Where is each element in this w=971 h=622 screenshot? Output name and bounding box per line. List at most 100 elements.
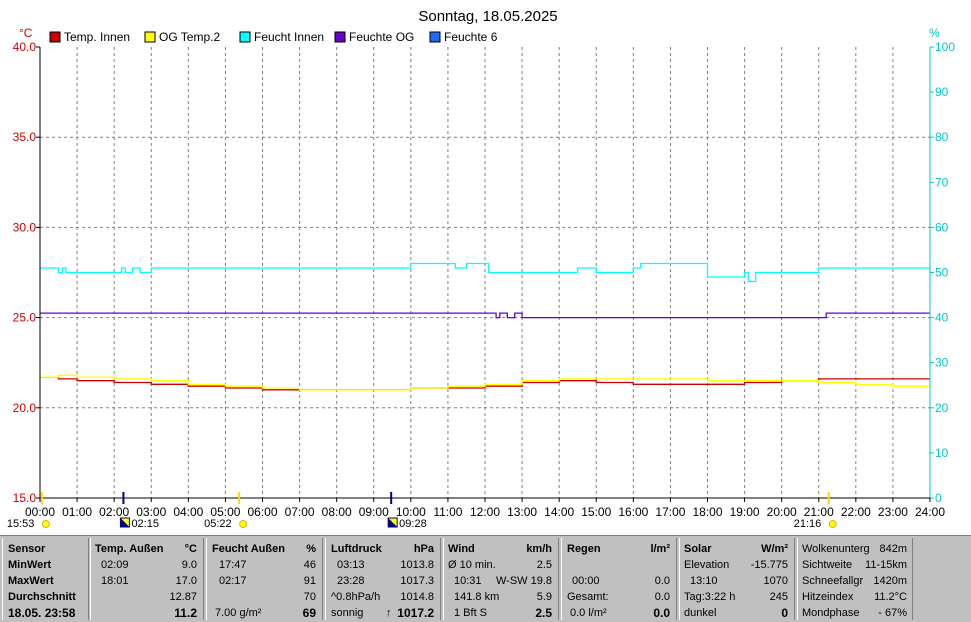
humidity-min-time: 17:47 xyxy=(219,559,247,571)
pressure-trend-value: 1014.8 xyxy=(400,591,434,603)
solar-max-value: 1070 xyxy=(763,575,788,587)
temp-max-time: 18:01 xyxy=(101,575,129,587)
x-tick-label: 07:00 xyxy=(285,505,315,519)
cloud-base-value: 842m xyxy=(879,543,907,555)
legend-swatch xyxy=(334,31,346,43)
x-tick-label: 04:00 xyxy=(173,505,203,519)
solar-day-value: 245 xyxy=(769,591,788,603)
y-tick-label: 35.0 xyxy=(13,130,37,144)
pressure-unit: hPa xyxy=(413,543,434,555)
event-time-label: 02:15 xyxy=(131,518,159,530)
snow-line-value: 1420m xyxy=(873,575,907,587)
min-label: MinWert xyxy=(8,559,52,571)
wind-max-direction: W-SW xyxy=(496,575,528,587)
x-tick-label: 18:00 xyxy=(692,505,722,519)
heat-index-label: Hitzeindex xyxy=(802,591,854,603)
event-time-label: 09:28 xyxy=(399,518,427,530)
wind-beaufort: 1 Bft S xyxy=(454,607,488,619)
event-time-label: 15:53 xyxy=(7,518,35,530)
humidity-min-value: 46 xyxy=(303,559,316,571)
solar-unit: W/m² xyxy=(761,543,788,555)
x-tick-label: 09:00 xyxy=(359,505,389,519)
solar-day-label: Tag:3:22 h xyxy=(684,591,736,603)
solar-header: Solar xyxy=(684,543,712,555)
wind-distance: 141.8 km xyxy=(454,591,500,603)
legend-swatch xyxy=(429,31,441,43)
pressure-header: Luftdruck xyxy=(331,543,382,555)
x-tick-label: 21:00 xyxy=(804,505,834,519)
temp-current: 11.2 xyxy=(174,606,197,620)
legend-label: Feuchte OG xyxy=(349,30,414,44)
temp-max-value: 17.0 xyxy=(175,575,197,587)
wind-unit: km/h xyxy=(526,543,552,555)
sun-icon xyxy=(41,520,50,528)
temp-unit: °C xyxy=(184,543,197,555)
y2-tick-label: 70 xyxy=(935,175,949,189)
rain-current: 0.0 xyxy=(653,606,670,620)
left-ticks: 40.0 35.0 30.0 25.0 20.0 15.0 xyxy=(13,40,40,505)
x-tick-label: 15:00 xyxy=(581,505,611,519)
stats-solar-panel: Solar W/m² Elevation -15.775 13:10 1070 Tag… xyxy=(679,538,795,620)
moon-icon-shade xyxy=(120,518,130,527)
legend-label: OG Temp.2 xyxy=(159,30,220,44)
series-line xyxy=(40,374,931,391)
temp-avg: 12.87 xyxy=(169,591,197,603)
absolute-humidity: 7.00 g/m² xyxy=(215,607,262,619)
wind-max-time: 10:31 xyxy=(454,575,482,587)
temp-min-value: 9.0 xyxy=(181,559,197,571)
stats-temp-panel: Temp. Außen °C 02:09 9.0 18:01 17.0 12.87 1… xyxy=(90,538,204,620)
y2-tick-label: 10 xyxy=(935,446,949,460)
x-tick-label: 01:00 xyxy=(62,505,92,519)
cloud-base-label: Wolkenunterg xyxy=(802,543,870,555)
rain-total-value: 0.0 xyxy=(654,591,670,603)
visibility-value: 11-15km xyxy=(865,559,907,571)
legend-swatch xyxy=(239,31,251,43)
x-ticks: 00:00 01:00 02:00 03:00 04:00 05:00 06:00 07:00… xyxy=(25,498,945,519)
stats-sensor-panel: Sensor MinWert MaxWert Durchschnitt 18.0… xyxy=(2,538,89,620)
y2-tick-label: 90 xyxy=(935,85,949,99)
y2-tick-label: 0 xyxy=(935,491,942,505)
x-tick-label: 02:00 xyxy=(99,505,129,519)
humidity-unit: % xyxy=(306,543,316,555)
x-tick-label: 20:00 xyxy=(767,505,797,519)
event-time-label: 05:22 xyxy=(204,518,232,530)
right-axis-unit: % xyxy=(929,26,940,40)
y2-tick-label: 30 xyxy=(935,356,949,370)
humidity-max-value: 91 xyxy=(303,575,316,587)
pressure-arrow-icon: ↑ xyxy=(386,607,392,619)
y2-tick-label: 60 xyxy=(935,220,949,234)
y2-tick-label: 80 xyxy=(935,130,949,144)
pressure-min-value: 1013.8 xyxy=(400,559,434,571)
solar-elevation-value: -15.775 xyxy=(750,559,788,571)
legend: Temp. Innen OG Temp.2 Feucht Innen Feuchte … xyxy=(49,30,498,44)
current-datetime: 18.05. 23:58 xyxy=(8,606,76,620)
temp-min-time: 02:09 xyxy=(101,559,129,571)
x-tick-label: 17:00 xyxy=(655,505,685,519)
y-tick-label: 20.0 xyxy=(13,401,37,415)
x-tick-label: 24:00 xyxy=(915,505,945,519)
left-axis-unit: °C xyxy=(19,26,33,40)
humidity-current: 69 xyxy=(302,606,316,620)
y2-tick-label: 50 xyxy=(935,266,949,280)
grid xyxy=(40,47,930,498)
visibility-label: Sichtweite xyxy=(802,559,853,571)
rain-time: 00:00 xyxy=(572,575,600,587)
humidity-header: Feucht Außen xyxy=(212,543,285,555)
humidity-max-time: 02:17 xyxy=(219,575,247,587)
weather-forecast: sonnig xyxy=(331,607,364,619)
stats-bar: Sensor MinWert MaxWert Durchschnitt 18.0… xyxy=(0,535,971,622)
heat-index-value: 11.2°C xyxy=(874,591,907,603)
rain-value: 0.0 xyxy=(654,575,670,587)
series-line xyxy=(40,376,930,391)
y2-tick-label: 40 xyxy=(935,311,949,325)
sensor-header: Sensor xyxy=(8,543,46,555)
max-label: MaxWert xyxy=(8,575,54,587)
sun-moon-events: 15:53 02:15 05:22 09:28 21:16 xyxy=(7,492,837,530)
legend-label: Feuchte 6 xyxy=(444,30,498,44)
avg-label: Durchschnitt xyxy=(8,591,76,603)
rain-unit: l/m² xyxy=(650,543,670,555)
x-tick-label: 16:00 xyxy=(618,505,648,519)
stats-pressure-panel: Luftdruck hPa 03:13 1013.8 23:28 1017.3 ^0.… xyxy=(325,538,441,620)
series-lines xyxy=(40,262,931,391)
moon-phase-value: - 67% xyxy=(878,607,907,619)
